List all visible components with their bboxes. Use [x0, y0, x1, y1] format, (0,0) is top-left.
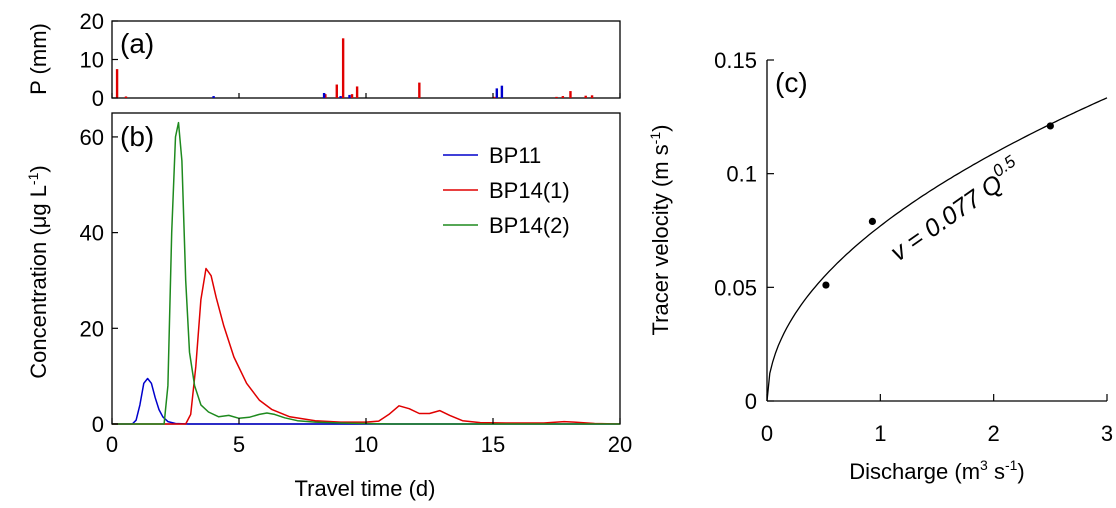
panel-c-x-tick-label: 2: [988, 421, 1000, 446]
precip-bar-bp14-1: [350, 94, 354, 98]
panel-b-y-ticks: 0 20 40 60: [80, 125, 118, 437]
panel-b-y-tick-label: 60: [80, 125, 104, 150]
panel-c-y-tick-label: 0.15: [714, 48, 757, 73]
panel-a: 0 10 20 (a) P (mm): [26, 9, 621, 111]
panel-b-x-tick-label: 5: [233, 432, 245, 457]
legend-label-bp14-2: BP14(2): [489, 213, 570, 238]
precip-bar-bp14-1: [124, 96, 128, 98]
precip-bar-bp14-1: [324, 94, 327, 98]
precip-bar-bp11: [339, 96, 342, 98]
data-point: [868, 217, 877, 226]
series-line-bp14-2: [112, 121, 620, 425]
precip-bar-bp14-1: [561, 96, 565, 98]
panel-a-label: (a): [120, 28, 154, 59]
precip-bar-bp11: [322, 92, 326, 98]
panel-b-series-lines: [112, 121, 621, 425]
precip-bar-bp14-1: [335, 84, 338, 98]
panel-c-x-tick-label: 1: [874, 421, 886, 446]
precip-bar-bp14-1: [555, 96, 558, 98]
panel-b-x-tick-label: 15: [481, 432, 505, 457]
panel-b-frame: [111, 112, 621, 425]
panel-b-label: (b): [120, 121, 154, 152]
panel-c-y-tick-label: 0.05: [714, 275, 757, 300]
data-point: [1046, 122, 1054, 130]
panel-c-y-ticks: 0 0.05 0.1 0.15: [714, 48, 774, 414]
series-line-bp14-1: [112, 267, 621, 425]
legend-label-bp14-1: BP14(1): [489, 178, 570, 203]
panel-b-x-tick-label: 0: [106, 432, 118, 457]
panel-c: 0 0.05 0.1 0.15 0 1 2 3 (c) v = 0.077 Q0.5 Dis…: [647, 48, 1113, 484]
precip-bar-bp14-1: [418, 82, 421, 98]
precip-bar-bp14-1: [115, 69, 119, 98]
legend-label-bp11: BP11: [489, 143, 541, 168]
legend: BP11 BP14(1) BP14(2): [443, 143, 570, 238]
panel-b-x-ticks: 0 5 10 15 20: [106, 418, 632, 457]
panel-c-y-tick-label: 0.1: [726, 162, 757, 187]
panel-c-label: (c): [775, 67, 808, 98]
panel-b-y-tick-label: 0: [92, 412, 104, 437]
panel-c-x-axis-title: Discharge (m3 s-1): [849, 457, 1025, 484]
panel-b-x-tick-label: 10: [354, 432, 378, 457]
panel-b-y-axis-title: Concentration (μg L-1): [25, 165, 51, 378]
panel-a-y-tick-label: 10: [80, 48, 104, 73]
panel-c-x-ticks: 0 1 2 3: [761, 394, 1113, 446]
precip-bar-bp14-1: [341, 38, 345, 98]
precip-bar-bp11: [500, 85, 504, 98]
panel-a-y-ticks: 0 10 20: [80, 9, 118, 111]
panel-b-x-tick-label: 20: [608, 432, 632, 457]
panel-b-x-axis-title: Travel time (d): [295, 476, 436, 501]
panel-a-frame: [111, 20, 621, 99]
panel-a-x-ticks: [111, 93, 621, 98]
panel-c-x-tick-label: 0: [761, 421, 773, 446]
panel-b: 0 20 40 60 0 5 10 15 20 (b) Travel time (d) Con…: [25, 112, 632, 501]
panel-c-fit-curve: [766, 97, 1108, 402]
data-point: [822, 281, 830, 289]
panel-c-data-points: [822, 122, 1054, 289]
panel-a-y-tick-label: 0: [92, 86, 104, 111]
panel-a-y-axis-title: P (mm): [26, 23, 51, 95]
series-line-bp11: [112, 377, 620, 425]
precip-bar-bp14-1: [493, 96, 496, 98]
precip-bar-bp11: [348, 94, 351, 98]
panel-b-y-tick-label: 40: [80, 221, 104, 246]
precip-bar-bp14-1: [584, 95, 587, 98]
precip-bar-bp11: [212, 96, 215, 98]
precip-bar-bp14-1: [569, 91, 572, 98]
panel-c-y-tick-label: 0: [745, 389, 757, 414]
precip-bar-bp14-1: [355, 86, 359, 98]
panel-a-bars: [115, 38, 594, 98]
panel-c-x-tick-label: 3: [1101, 421, 1113, 446]
panel-b-y-tick-label: 20: [80, 316, 104, 341]
panel-c-fit-equation: v = 0.077 Q0.5: [883, 151, 1028, 266]
precip-bar-bp11: [495, 88, 499, 98]
panel-a-y-tick-label: 20: [80, 9, 104, 34]
precip-bar-bp14-1: [590, 95, 594, 98]
panel-c-y-axis-title: Tracer velocity (m s-1): [647, 125, 673, 336]
